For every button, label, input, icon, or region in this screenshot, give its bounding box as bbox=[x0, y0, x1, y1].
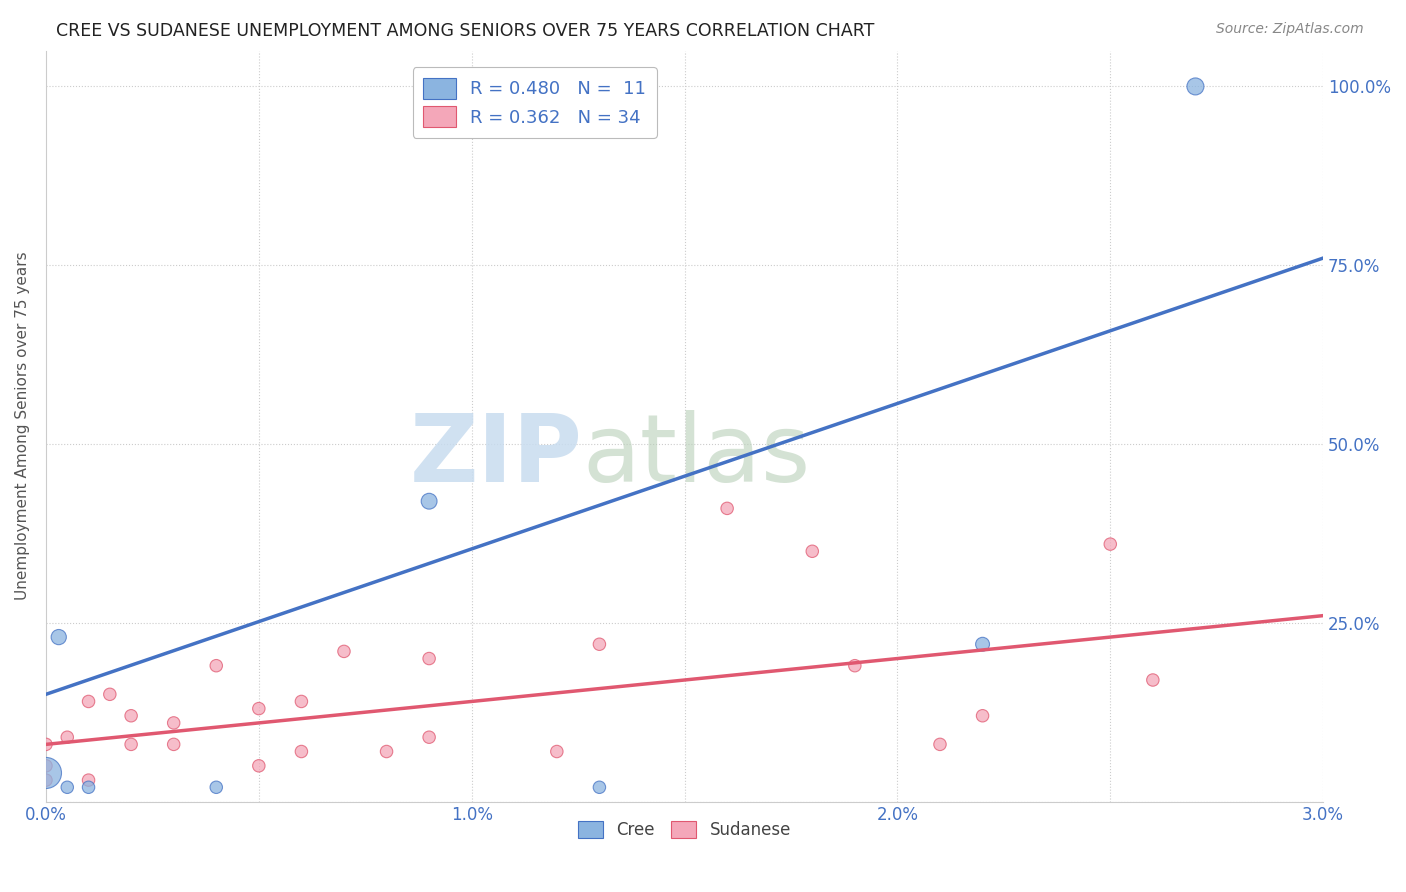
Point bbox=[418, 651, 440, 665]
Text: CREE VS SUDANESE UNEMPLOYMENT AMONG SENIORS OVER 75 YEARS CORRELATION CHART: CREE VS SUDANESE UNEMPLOYMENT AMONG SENI… bbox=[56, 22, 875, 40]
Point bbox=[1099, 537, 1122, 551]
Point bbox=[546, 745, 568, 759]
Text: atlas: atlas bbox=[582, 410, 811, 502]
Point bbox=[77, 694, 100, 708]
Legend: Cree, Sudanese: Cree, Sudanese bbox=[571, 814, 797, 846]
Point bbox=[120, 708, 142, 723]
Point bbox=[1142, 673, 1164, 687]
Point bbox=[205, 658, 228, 673]
Point bbox=[290, 745, 312, 759]
Text: Source: ZipAtlas.com: Source: ZipAtlas.com bbox=[1216, 22, 1364, 37]
Point bbox=[716, 501, 738, 516]
Point bbox=[163, 737, 186, 751]
Point bbox=[77, 773, 100, 788]
Point bbox=[972, 637, 994, 651]
Point bbox=[35, 759, 58, 773]
Point bbox=[418, 730, 440, 744]
Point bbox=[56, 730, 79, 744]
Point bbox=[120, 737, 142, 751]
Point bbox=[35, 773, 58, 788]
Point bbox=[929, 737, 952, 751]
Point bbox=[290, 694, 312, 708]
Point bbox=[1184, 79, 1206, 94]
Point bbox=[588, 637, 610, 651]
Point bbox=[247, 759, 270, 773]
Point bbox=[247, 701, 270, 715]
Y-axis label: Unemployment Among Seniors over 75 years: Unemployment Among Seniors over 75 years bbox=[15, 252, 30, 600]
Point bbox=[375, 745, 398, 759]
Point bbox=[98, 687, 121, 701]
Point bbox=[163, 715, 186, 730]
Point bbox=[972, 708, 994, 723]
Point bbox=[56, 780, 79, 795]
Point bbox=[588, 780, 610, 795]
Point bbox=[844, 658, 866, 673]
Point bbox=[77, 780, 100, 795]
Point bbox=[35, 737, 58, 751]
Point bbox=[333, 644, 356, 658]
Point bbox=[418, 494, 440, 508]
Point bbox=[48, 630, 70, 644]
Text: ZIP: ZIP bbox=[409, 410, 582, 502]
Point bbox=[801, 544, 824, 558]
Point bbox=[205, 780, 228, 795]
Point bbox=[35, 766, 58, 780]
